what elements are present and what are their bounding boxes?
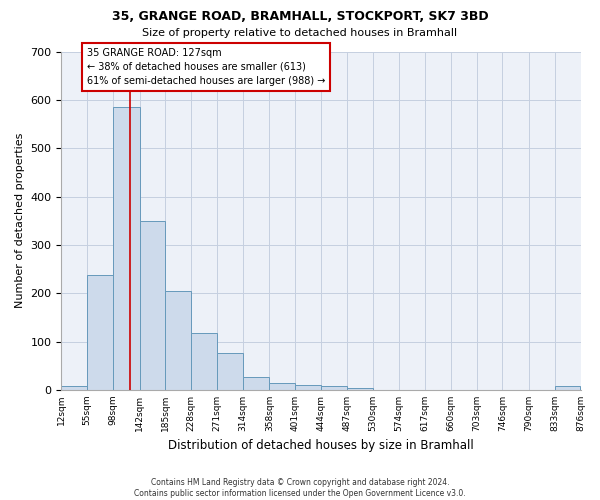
- Text: Size of property relative to detached houses in Bramhall: Size of property relative to detached ho…: [142, 28, 458, 38]
- Bar: [321, 386, 347, 390]
- Bar: [87, 276, 113, 390]
- Bar: [217, 353, 243, 390]
- Bar: [295, 385, 321, 390]
- Text: Contains HM Land Registry data © Crown copyright and database right 2024.
Contai: Contains HM Land Registry data © Crown c…: [134, 478, 466, 498]
- Bar: [191, 333, 217, 390]
- Bar: [166, 291, 191, 390]
- Bar: [140, 220, 166, 390]
- Bar: [554, 386, 580, 390]
- Bar: [61, 386, 87, 390]
- Text: 35, GRANGE ROAD, BRAMHALL, STOCKPORT, SK7 3BD: 35, GRANGE ROAD, BRAMHALL, STOCKPORT, SK…: [112, 10, 488, 23]
- Text: 35 GRANGE ROAD: 127sqm
← 38% of detached houses are smaller (613)
61% of semi-de: 35 GRANGE ROAD: 127sqm ← 38% of detached…: [87, 48, 326, 86]
- Y-axis label: Number of detached properties: Number of detached properties: [15, 133, 25, 308]
- Bar: [243, 377, 269, 390]
- Bar: [347, 388, 373, 390]
- Bar: [113, 107, 140, 390]
- X-axis label: Distribution of detached houses by size in Bramhall: Distribution of detached houses by size …: [168, 440, 474, 452]
- Bar: [269, 382, 295, 390]
